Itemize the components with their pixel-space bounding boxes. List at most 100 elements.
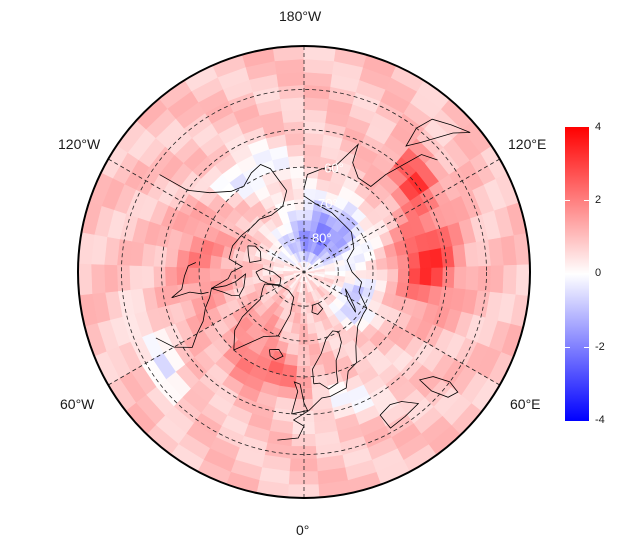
anomaly-cell: [286, 342, 300, 356]
coastline: [303, 143, 438, 189]
anomaly-cell: [284, 133, 305, 147]
anomaly-cell: [198, 253, 212, 270]
anomaly-cell: [324, 270, 336, 276]
coastline: [171, 262, 209, 299]
anomaly-cell: [209, 268, 222, 283]
meridian-line: [108, 158, 500, 386]
colorbar-tick-mark: [584, 347, 589, 348]
map-border: [77, 45, 531, 499]
anomaly-cell: [365, 269, 377, 280]
anomaly-cell: [198, 268, 211, 284]
anomaly-cell: [187, 251, 202, 269]
anomaly-cell: [91, 264, 106, 295]
anomaly-cell: [153, 245, 168, 268]
anomaly-cell: [303, 84, 331, 100]
anomaly-cell: [477, 265, 491, 292]
lon-label-60w: 60°W: [60, 396, 95, 412]
anomaly-cell: [303, 72, 333, 88]
anomaly-cell: [441, 266, 455, 289]
anomaly-cell: [129, 265, 144, 291]
anomaly-cell: [290, 177, 305, 190]
anomaly-cell: [284, 353, 299, 367]
anomaly-cell: [303, 188, 316, 201]
anomaly-cell: [288, 332, 300, 345]
colorbar-label-neg4: -4: [595, 414, 605, 426]
anomaly-cell: [303, 97, 329, 112]
anomaly-cell: [417, 249, 432, 269]
anomaly-cell: [165, 247, 180, 268]
coastline: [379, 401, 420, 429]
anomaly-cell: [406, 251, 421, 269]
anomaly-cell: [374, 279, 388, 293]
anomaly-cell: [277, 84, 305, 100]
anomaly-cell: [430, 266, 443, 287]
anomaly-cell: [303, 59, 334, 75]
coastline: [344, 288, 357, 313]
anomaly-cell: [275, 72, 305, 88]
anomaly-cell: [303, 144, 323, 158]
anomaly-cell: [408, 267, 421, 285]
anomaly-cell: [241, 269, 254, 279]
anomaly-cell: [489, 264, 504, 294]
anomaly-cell: [419, 267, 432, 286]
colorbar-tick-mark: [565, 200, 570, 201]
anomaly-cell: [104, 264, 119, 294]
anomaly-cell: [187, 267, 200, 285]
anomaly-cell: [141, 266, 155, 290]
coastline: [418, 376, 459, 398]
coastlines: [155, 118, 471, 441]
coastline: [311, 302, 324, 315]
anomaly-cell: [279, 97, 305, 112]
coastline: [405, 118, 471, 147]
latitude-circle: [161, 129, 447, 415]
coastline: [233, 283, 295, 351]
anomaly-cell: [176, 249, 191, 269]
anomaly-cell: [78, 263, 93, 296]
colorbar-label-neg2: -2: [595, 341, 605, 353]
colorbar-tick-mark: [565, 273, 570, 274]
colorbar-label-4: 4: [595, 121, 602, 133]
colorbar-tick-mark: [584, 200, 589, 201]
anomaly-cell: [396, 253, 410, 270]
anomaly-cell: [220, 257, 233, 270]
anomaly-cell: [282, 121, 305, 136]
anomaly-cell: [375, 268, 388, 282]
anomaly-cell: [385, 255, 399, 270]
anomaly-cell: [464, 265, 479, 291]
coastline: [247, 245, 262, 263]
lon-label-180w: 180°W: [279, 8, 322, 24]
anomaly-cell: [292, 188, 305, 201]
anomaly-cell: [386, 268, 399, 283]
latitude-label: 60°: [324, 161, 344, 176]
anomaly-cell: [165, 266, 178, 287]
colorbar-tick-mark: [565, 347, 570, 348]
lon-label-120e: 120°E: [508, 136, 547, 152]
anomaly-cell: [428, 247, 443, 268]
latitude-circle: [121, 89, 487, 455]
anomaly-cell: [287, 155, 305, 169]
lon-label-60e: 60°E: [510, 396, 541, 412]
coastline: [211, 273, 247, 297]
anomaly-cell: [289, 166, 305, 180]
coastline: [255, 267, 282, 286]
colorbar-tick-mark: [584, 273, 589, 274]
anomaly-cell: [117, 265, 131, 292]
anomaly-cell: [274, 59, 305, 75]
anomaly-cell: [303, 199, 315, 211]
lon-label-0: 0°: [296, 522, 310, 538]
anomaly-cell: [303, 155, 321, 169]
coastline: [159, 164, 288, 194]
graticule: [108, 46, 500, 498]
coastline: [269, 349, 284, 361]
anomaly-cell: [515, 263, 530, 296]
anomaly-cell: [502, 264, 517, 295]
colorbar-label-0: 0: [595, 267, 602, 279]
anomaly-cell: [334, 270, 346, 277]
anomaly-cell: [303, 133, 324, 147]
anomaly-cell: [281, 109, 305, 124]
coastline: [291, 381, 309, 415]
latitude-label: 80°: [312, 230, 332, 245]
anomaly-cell: [285, 144, 305, 158]
anomaly-cell: [303, 121, 326, 136]
